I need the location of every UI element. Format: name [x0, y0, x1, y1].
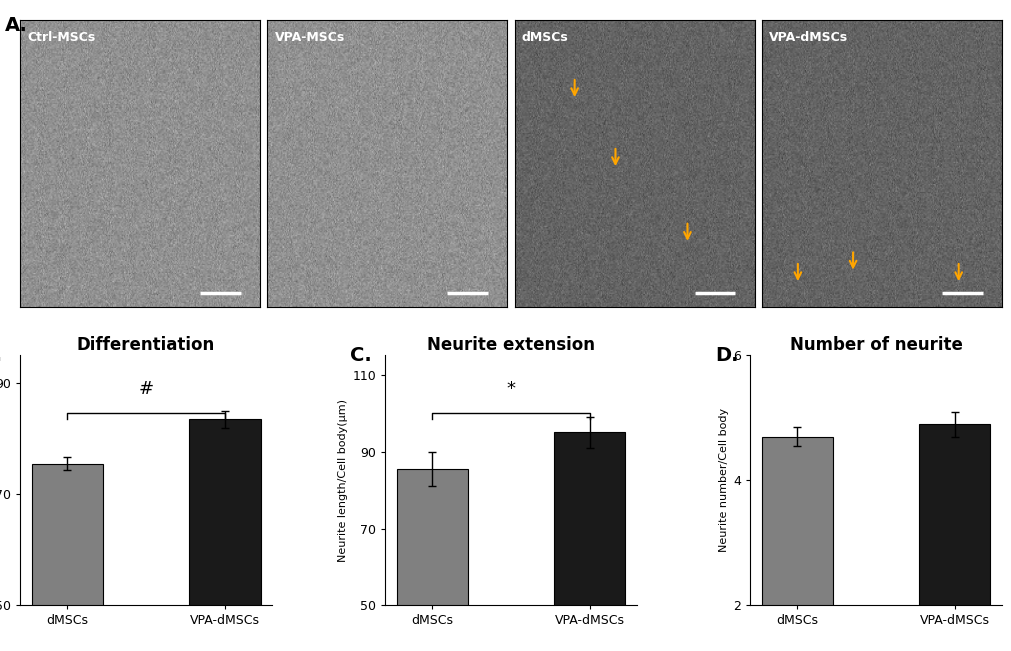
Title: Neurite extension: Neurite extension [427, 336, 594, 354]
Title: Differentiation: Differentiation [77, 336, 215, 354]
Text: dMSCs: dMSCs [522, 31, 568, 44]
Text: VPA-dMSCs: VPA-dMSCs [768, 31, 847, 44]
Text: B.: B. [0, 346, 2, 365]
Bar [31, 464, 102, 651]
Y-axis label: Neurite length/Cell body(μm): Neurite length/Cell body(μm) [338, 399, 348, 562]
Bar [761, 437, 832, 651]
Title: Number of neurite: Number of neurite [789, 336, 961, 354]
Text: D.: D. [714, 346, 738, 365]
Text: Ctrl-MSCs: Ctrl-MSCs [27, 31, 96, 44]
Text: C.: C. [350, 346, 371, 365]
Text: A.: A. [5, 16, 28, 35]
Bar [554, 432, 625, 651]
Text: *: * [507, 380, 515, 398]
Text: VPA-MSCs: VPA-MSCs [274, 31, 345, 44]
Y-axis label: Neurite number/Cell body: Neurite number/Cell body [719, 408, 728, 553]
Bar [919, 424, 990, 651]
Bar [396, 469, 467, 651]
Text: #: # [139, 380, 154, 398]
Bar [189, 419, 260, 651]
